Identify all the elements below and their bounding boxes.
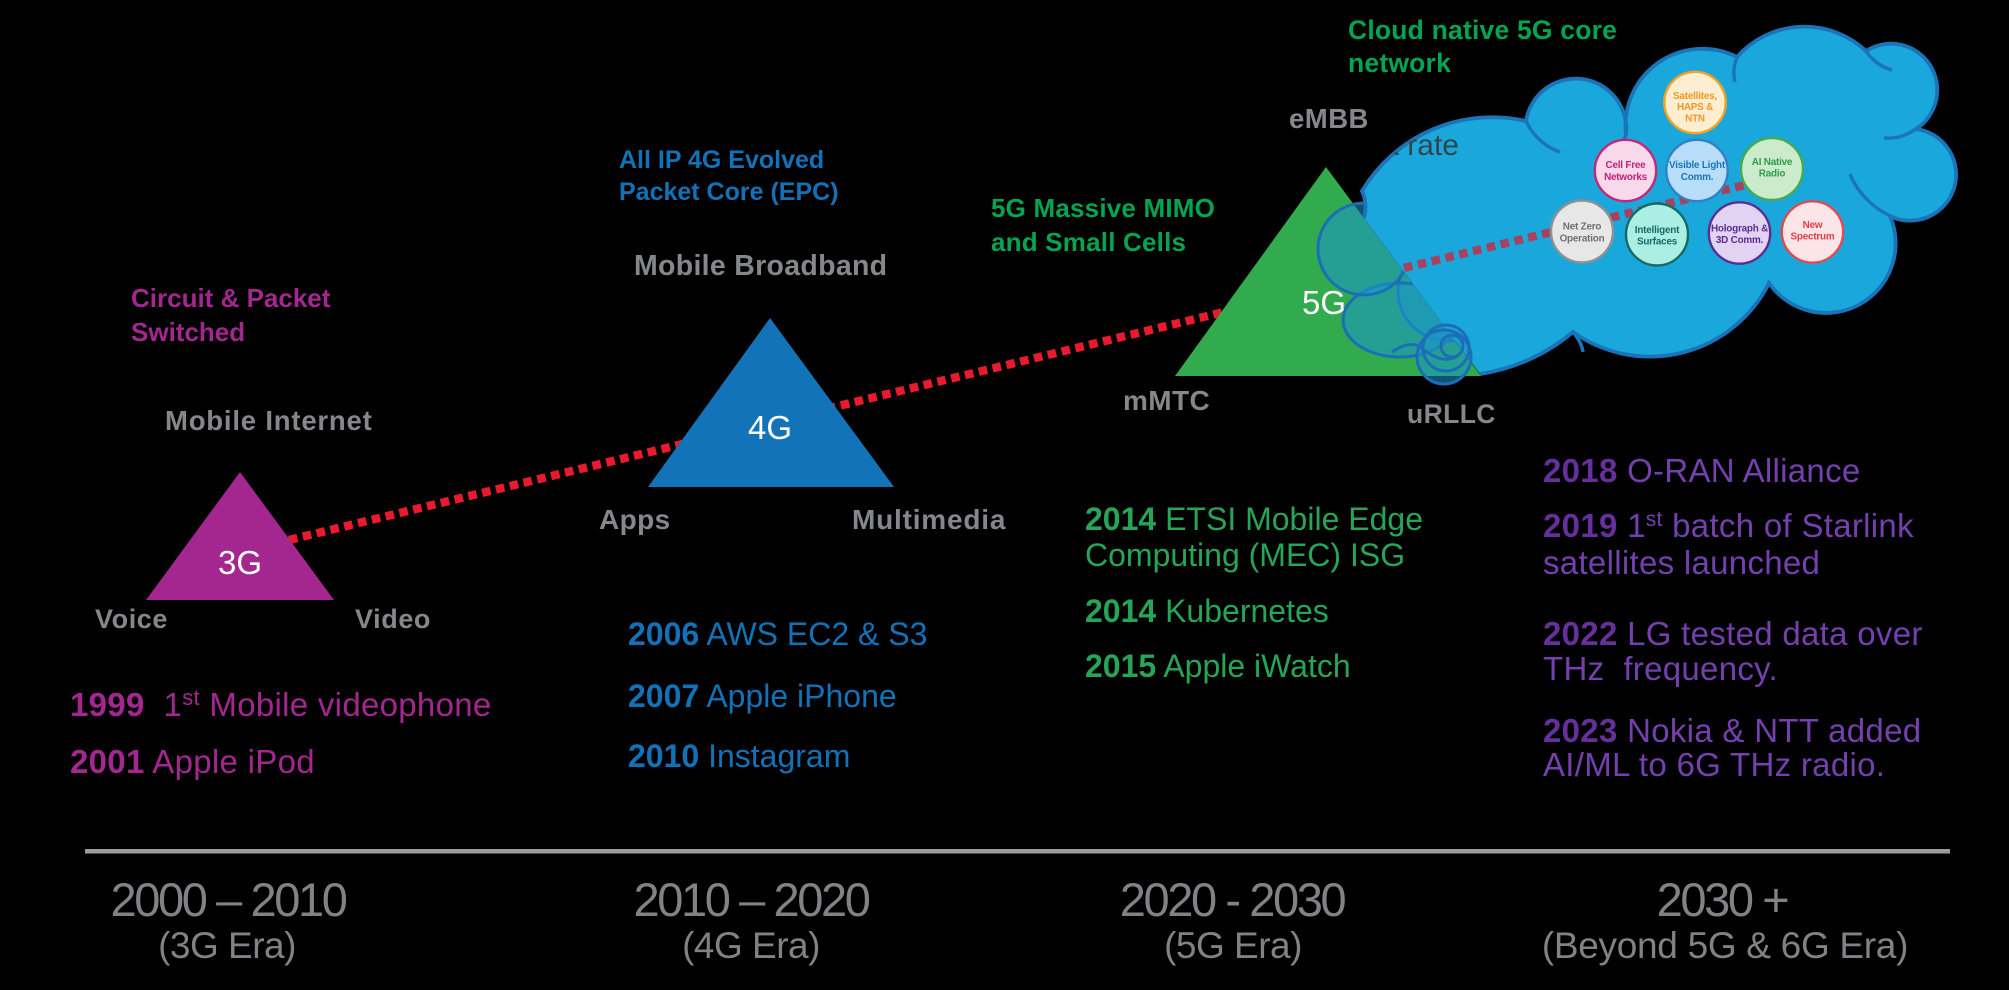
- svg-text:2010 – 2020: 2010 – 2020: [634, 873, 870, 926]
- svg-text:2006 AWS EC2 & S3: 2006 AWS EC2 & S3: [628, 616, 927, 652]
- svg-text:Apps: Apps: [599, 504, 671, 535]
- svg-text:2014 Kubernetes: 2014 Kubernetes: [1085, 593, 1329, 629]
- svg-text:2010 Instagram: 2010 Instagram: [628, 738, 850, 774]
- svg-text:3G: 3G: [218, 544, 262, 581]
- svg-text:Multimedia: Multimedia: [852, 504, 1006, 535]
- svg-text:Holograph &3D Comm.: Holograph & 3D Comm.: [1711, 223, 1768, 246]
- svg-text:(5G Era): (5G Era): [1164, 925, 1302, 966]
- svg-text:2007 Apple iPhone: 2007 Apple iPhone: [628, 678, 897, 714]
- svg-text:2015 Apple iWatch: 2015 Apple iWatch: [1085, 648, 1351, 684]
- svg-text:Voice: Voice: [95, 604, 168, 634]
- svg-text:mMTC: mMTC: [1123, 385, 1210, 416]
- svg-text:Mobile Broadband: Mobile Broadband: [634, 250, 887, 282]
- svg-text:2001 Apple iPod: 2001 Apple iPod: [70, 743, 315, 780]
- svg-text:uRLLC: uRLLC: [1407, 399, 1496, 429]
- svg-text:2018 O-RAN Alliance: 2018 O-RAN Alliance: [1543, 452, 1861, 489]
- svg-text:Mobile Internet: Mobile Internet: [165, 405, 373, 436]
- svg-text:(3G Era): (3G Era): [158, 925, 296, 966]
- svg-text:(Beyond 5G & 6G Era): (Beyond 5G & 6G Era): [1542, 925, 1908, 966]
- svg-text:2020 - 2030: 2020 - 2030: [1120, 873, 1346, 926]
- svg-text:4G: 4G: [748, 409, 792, 446]
- svg-text:5G: 5G: [1302, 284, 1346, 321]
- svg-text:Video: Video: [355, 604, 431, 634]
- svg-text:2030 +: 2030 +: [1657, 873, 1789, 926]
- svg-text:1999 1st Mobile videophone: 1999 1st Mobile videophone: [70, 685, 492, 723]
- svg-text:eMBB: eMBB: [1289, 103, 1369, 134]
- svg-text:2000 – 2010: 2000 – 2010: [111, 873, 347, 926]
- svg-text:(4G Era): (4G Era): [682, 925, 820, 966]
